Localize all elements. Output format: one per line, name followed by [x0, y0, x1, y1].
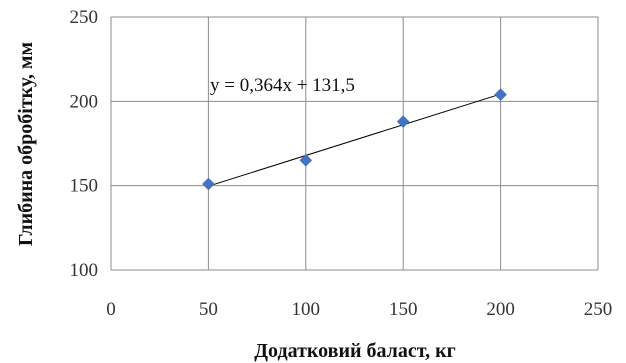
data-point-marker: [299, 154, 313, 167]
trendline: [208, 93, 501, 187]
y-tick-label: 100: [70, 260, 99, 281]
data-point-marker: [494, 88, 507, 101]
y-tick-label: 150: [70, 176, 99, 197]
x-tick-label: 200: [486, 299, 515, 320]
data-point-marker: [202, 177, 215, 191]
y-tick-label: 200: [70, 91, 99, 112]
x-tick-label: 150: [389, 299, 418, 320]
data-point-marker: [396, 115, 410, 128]
x-tick-label: 250: [584, 299, 613, 320]
x-tick-label: 100: [292, 299, 321, 320]
x-tick-label: 0: [106, 299, 116, 320]
gridlines: [110, 16, 599, 271]
y-tick-label: 250: [70, 7, 99, 28]
trendline-equation: y = 0,364x + 131,5: [210, 75, 355, 96]
x-axis-title: Додатковий баласт, кг: [254, 340, 455, 362]
data-points: [202, 88, 507, 191]
y-axis-title: Глибина обробітку, мм: [15, 42, 37, 246]
x-tick-label: 50: [199, 299, 218, 320]
x-tick-labels: 0 50 100 150 200 250: [106, 299, 612, 320]
y-tick-labels: 100 150 200 250: [70, 7, 99, 281]
